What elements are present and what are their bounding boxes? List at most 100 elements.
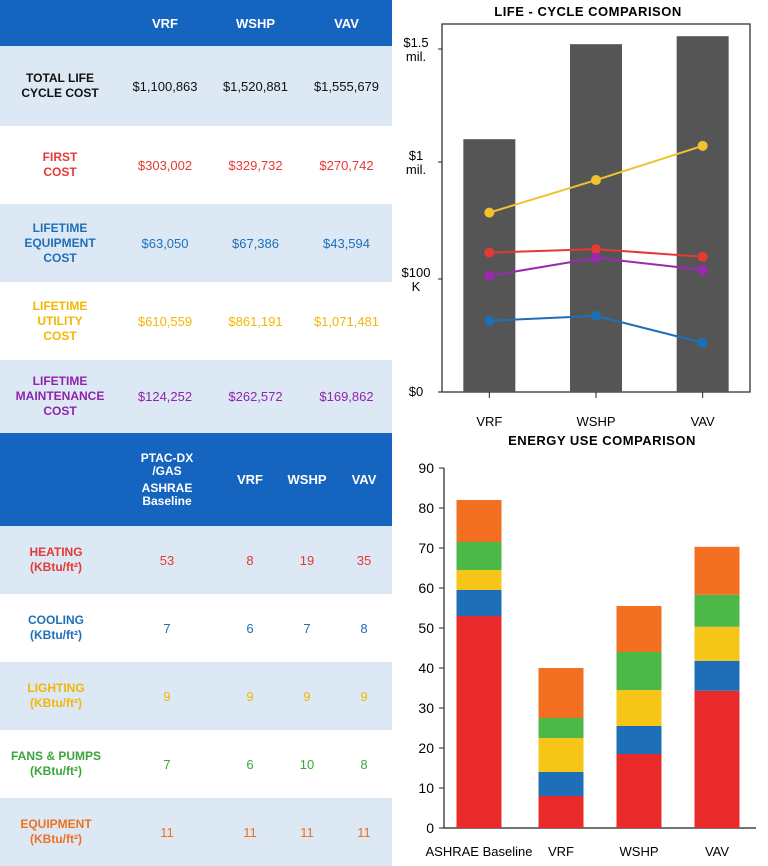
cost-header-vav: VAV [301, 0, 392, 46]
cell-wshp: $861,191 [210, 282, 301, 360]
cell-vav: 11 [336, 798, 392, 866]
y-tick-label: K [412, 279, 421, 294]
x-tick-label: VAV [705, 844, 729, 859]
cell-vrf: 6 [222, 594, 278, 662]
row-label: LIFETIME UTILITY COST [0, 282, 120, 360]
y-tick-label: 90 [418, 460, 434, 476]
stack-segment [538, 772, 584, 796]
energy-header-wshp: WSHP [278, 433, 336, 526]
row-label: HEATING (KBtu/ft²) [0, 526, 112, 594]
stack-segment [694, 626, 740, 661]
stack-segment [456, 616, 502, 828]
cell-vav: $43,594 [301, 204, 392, 282]
stack-segment [616, 606, 662, 652]
cell-wshp: $1,520,881 [210, 46, 301, 126]
cell-vrf: $124,252 [120, 360, 210, 433]
row-label: LIGHTING (KBtu/ft²) [0, 662, 112, 730]
y-tick-label: mil. [406, 162, 426, 177]
series-point [484, 270, 495, 281]
energy-table: PTAC-DX /GAS ASHRAE Baseline VRF WSHP VA… [0, 433, 392, 866]
cell-wshp: $67,386 [210, 204, 301, 282]
series-point [484, 315, 495, 326]
x-tick-label: WSHP [577, 414, 616, 429]
row-label: FIRST COST [0, 126, 120, 204]
cell-vav: $1,555,679 [301, 46, 392, 126]
energy-row-fans-pumps: FANS & PUMPS (KBtu/ft²) 7 6 10 8 [0, 730, 392, 798]
row-label: FANS & PUMPS (KBtu/ft²) [0, 730, 112, 798]
cost-header-blank [0, 0, 120, 46]
y-tick-label: 10 [418, 780, 434, 796]
stack-segment [616, 754, 662, 828]
series-point [591, 175, 601, 186]
cell-wshp: $329,732 [210, 126, 301, 204]
cell-vrf: 8 [222, 526, 278, 594]
cell-vrf: $1,100,863 [120, 46, 210, 126]
y-tick-label: $1 [409, 148, 423, 163]
stack-segment [694, 546, 740, 595]
cell-vav: $169,862 [301, 360, 392, 433]
row-label: EQUIPMENT (KBtu/ft²) [0, 798, 112, 866]
stack-segment [538, 668, 584, 718]
stack-segment [616, 690, 662, 726]
life-cycle-chart: LIFE - CYCLE COMPARISON$0$100K$1mil.$1.5… [402, 4, 751, 429]
energy-row-equipment: EQUIPMENT (KBtu/ft²) 11 11 11 11 [0, 798, 392, 866]
y-tick-label: 0 [426, 820, 434, 836]
bar-total-cost [676, 36, 729, 393]
row-label: TOTAL LIFE CYCLE COST [0, 46, 120, 126]
y-tick-label: $0 [409, 384, 423, 399]
series-point [484, 207, 495, 218]
y-tick-label: 80 [418, 500, 434, 516]
stack-segment [456, 542, 502, 570]
stack-segment [538, 718, 584, 738]
series-point [697, 251, 708, 262]
cost-header-vrf: VRF [120, 0, 210, 46]
energy-header-vrf: VRF [222, 433, 278, 526]
stack-segment [694, 660, 740, 691]
y-tick-label: 60 [418, 580, 434, 596]
row-label: LIFETIME MAINTENANCE COST [0, 360, 120, 433]
cell-baseline: 7 [112, 730, 222, 798]
cell-vrf: 9 [222, 662, 278, 730]
y-tick-label: 40 [418, 660, 434, 676]
stack-segment [456, 500, 502, 542]
energy-header-vav: VAV [336, 433, 392, 526]
cell-wshp: 19 [278, 526, 336, 594]
y-tick-label: $100 [402, 265, 431, 280]
series-point [697, 264, 708, 275]
cell-wshp: 10 [278, 730, 336, 798]
series-point [697, 140, 708, 151]
series-point [484, 247, 495, 258]
y-tick-label: mil. [406, 49, 426, 64]
cell-vav: 9 [336, 662, 392, 730]
stack-segment [694, 690, 740, 828]
energy-header-baseline: PTAC-DX /GAS ASHRAE Baseline [112, 433, 222, 526]
cell-vrf: 6 [222, 730, 278, 798]
row-label: COOLING (KBtu/ft²) [0, 594, 112, 662]
x-tick-label: VRF [476, 414, 502, 429]
cost-row-utility: LIFETIME UTILITY COST $610,559 $861,191 … [0, 282, 392, 360]
cell-wshp: 11 [278, 798, 336, 866]
cell-wshp: 9 [278, 662, 336, 730]
cell-baseline: 9 [112, 662, 222, 730]
cell-vrf: $303,002 [120, 126, 210, 204]
energy-header-blank [0, 433, 112, 526]
energy-use-chart: ENERGY USE COMPARISON 0 10 20 30 40 50 60 70 80 90… [418, 433, 756, 859]
stack-segment [616, 726, 662, 754]
stack-segment [538, 796, 584, 828]
series-point [697, 337, 708, 348]
chart-title: LIFE - CYCLE COMPARISON [494, 4, 681, 19]
series-point [591, 310, 601, 321]
cell-vrf: $63,050 [120, 204, 210, 282]
cost-row-maintenance: LIFETIME MAINTENANCE COST $124,252 $262,… [0, 360, 392, 433]
x-tick-label: ASHRAE Baseline [426, 844, 533, 859]
cost-row-first: FIRST COST $303,002 $329,732 $270,742 [0, 126, 392, 204]
energy-row-cooling: COOLING (KBtu/ft²) 7 6 7 8 [0, 594, 392, 662]
x-tick-label: VAV [691, 414, 715, 429]
cell-vav: 35 [336, 526, 392, 594]
cell-vrf: $610,559 [120, 282, 210, 360]
cell-vav: $270,742 [301, 126, 392, 204]
cell-baseline: 53 [112, 526, 222, 594]
energy-row-lighting: LIGHTING (KBtu/ft²) 9 9 9 9 [0, 662, 392, 730]
cost-row-total: TOTAL LIFE CYCLE COST $1,100,863 $1,520,… [0, 46, 392, 126]
series-point [591, 244, 601, 255]
